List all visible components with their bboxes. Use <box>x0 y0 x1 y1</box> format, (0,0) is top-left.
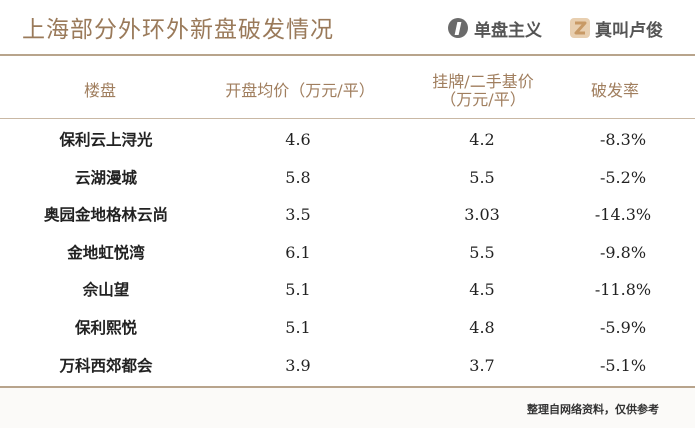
footnote: 整理自网络资料，仅供参考 <box>527 403 659 416</box>
divider <box>0 54 695 56</box>
footer <box>0 388 695 428</box>
page-title: 上海部分外环外新盘破发情况 <box>22 17 334 43</box>
column-header-break-rate: 破发率 <box>590 81 639 100</box>
cell-open-price: 5.8 <box>285 167 311 187</box>
table-row: 金地虹悦湾 6.1 5.5 -9.8% <box>0 234 695 272</box>
cell-open-price: 3.5 <box>285 205 311 225</box>
cell-listing-price: 5.5 <box>469 242 495 262</box>
cell-name: 保利熙悦 <box>74 317 137 337</box>
cell-open-price: 6.1 <box>285 242 311 262</box>
column-header-listing-price-line2: （万元/平） <box>440 90 526 109</box>
z-logo-icon <box>570 18 590 38</box>
cell-listing-price: 3.03 <box>464 205 500 225</box>
cell-listing-price: 4.5 <box>469 280 495 300</box>
divider <box>0 386 695 388</box>
table-row: 佘山望 5.1 4.5 -11.8% <box>0 271 695 309</box>
table-body: 保利云上浔光 4.6 4.2 -8.3% 云湖漫城 5.8 5.5 -5.2% … <box>0 121 695 384</box>
cell-open-price: 5.1 <box>285 317 311 337</box>
cell-break-rate: -9.8% <box>599 242 647 262</box>
cell-break-rate: -5.2% <box>599 167 647 187</box>
logo-danpanzhuyi: 单盘主义 <box>448 15 542 41</box>
logo-mark-icon <box>448 18 468 38</box>
logo-text: 真叫卢俊 <box>595 20 663 41</box>
table-row: 云湖漫城 5.8 5.5 -5.2% <box>0 159 695 197</box>
cell-listing-price: 4.2 <box>469 130 495 149</box>
cell-open-price: 4.6 <box>285 130 311 149</box>
cell-name: 万科西郊都会 <box>59 355 153 375</box>
cell-break-rate: -14.3% <box>594 205 652 225</box>
table-row: 保利云上浔光 4.6 4.2 -8.3% <box>0 121 695 159</box>
table-row: 万科西郊都会 3.9 3.7 -5.1% <box>0 347 695 385</box>
cell-break-rate: -5.1% <box>599 355 647 375</box>
column-header-name: 楼盘 <box>83 81 116 100</box>
cell-name: 金地虹悦湾 <box>67 242 145 262</box>
divider <box>0 118 695 119</box>
cell-open-price: 5.1 <box>285 280 311 300</box>
column-header-listing-price-line1: 挂牌/二手基价 <box>432 72 534 91</box>
cell-listing-price: 3.7 <box>469 355 495 375</box>
cell-name: 奥园金地格林云尚 <box>43 205 168 225</box>
column-header-listing-price: 挂牌/二手基价 （万元/平） <box>398 73 568 109</box>
logo-text: 单盘主义 <box>474 20 542 41</box>
cell-break-rate: -5.9% <box>599 317 647 337</box>
cell-name: 云湖漫城 <box>74 167 137 187</box>
cell-listing-price: 4.8 <box>469 317 495 337</box>
table-row: 保利熙悦 5.1 4.8 -5.9% <box>0 309 695 347</box>
cell-listing-price: 5.5 <box>469 167 495 187</box>
table-row: 奥园金地格林云尚 3.5 3.03 -14.3% <box>0 196 695 234</box>
cell-name: 佘山望 <box>82 280 130 300</box>
table-header: 楼盘 开盘均价（万元/平） 挂牌/二手基价 （万元/平） 破发率 <box>0 64 695 116</box>
cell-name: 保利云上浔光 <box>59 130 153 149</box>
column-header-open-price: 开盘均价（万元/平） <box>225 81 375 100</box>
cell-break-rate: -8.3% <box>599 130 647 149</box>
cell-open-price: 3.9 <box>285 355 311 375</box>
header: 上海部分外环外新盘破发情况 单盘主义 真叫卢俊 <box>0 0 695 50</box>
logo-zhenjiaolujun: 真叫卢俊 <box>570 15 663 41</box>
cell-break-rate: -11.8% <box>594 280 652 300</box>
